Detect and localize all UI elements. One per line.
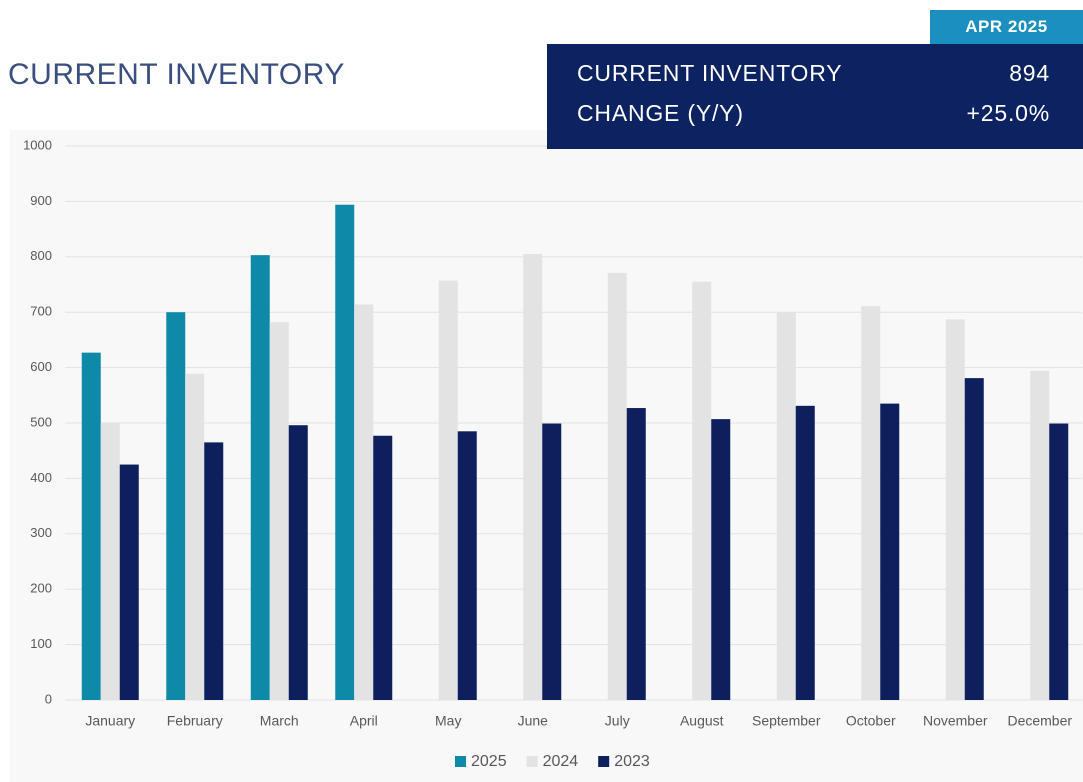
bar <box>861 306 881 700</box>
y-tick-label: 800 <box>30 248 52 263</box>
bar <box>776 312 796 700</box>
legend-label: 2025 <box>471 753 507 770</box>
bar <box>945 319 965 700</box>
stat-value: +25.0% <box>966 100 1050 126</box>
bar <box>166 312 186 700</box>
bar <box>335 204 355 700</box>
stat-label: CURRENT INVENTORY <box>577 60 843 86</box>
bar <box>373 435 393 700</box>
x-tick-label: September <box>752 713 821 729</box>
bar <box>542 423 562 700</box>
stat-row: CURRENT INVENTORY 894 <box>577 60 1050 90</box>
bar <box>1049 423 1069 700</box>
x-tick-label: May <box>435 713 461 729</box>
x-tick-label: October <box>846 713 896 729</box>
y-tick-label: 1000 <box>23 137 52 152</box>
y-tick-label: 400 <box>30 470 52 485</box>
y-tick-label: 500 <box>30 414 52 429</box>
y-tick-label: 700 <box>30 304 52 319</box>
x-tick-label: January <box>85 713 135 729</box>
x-tick-label: November <box>923 713 988 729</box>
y-tick-label: 300 <box>30 525 52 540</box>
stat-label: CHANGE (Y/Y) <box>577 100 744 126</box>
stat-row: CHANGE (Y/Y) +25.0% <box>577 100 1050 130</box>
stat-value: 894 <box>1009 60 1050 86</box>
legend-swatch <box>455 756 466 767</box>
x-tick-label: December <box>1007 713 1072 729</box>
bar <box>1030 370 1050 700</box>
x-tick-label: July <box>605 713 630 729</box>
y-tick-label: 100 <box>30 636 52 651</box>
x-tick-label: April <box>350 713 378 729</box>
bar <box>185 373 205 700</box>
stats-box: CURRENT INVENTORY 894 CHANGE (Y/Y) +25.0% <box>547 44 1083 149</box>
bar <box>964 378 984 700</box>
y-tick-label: 600 <box>30 359 52 374</box>
bar <box>204 442 224 700</box>
x-tick-label: February <box>167 713 223 729</box>
bar <box>250 255 270 700</box>
bar <box>288 425 308 700</box>
y-tick-label: 200 <box>30 581 52 596</box>
y-tick-label: 900 <box>30 193 52 208</box>
bar <box>354 304 374 700</box>
period-badge: APR 2025 <box>930 10 1083 44</box>
x-tick-label: March <box>260 713 299 729</box>
bar <box>81 352 101 700</box>
y-tick-label: 0 <box>45 691 52 706</box>
x-tick-label: August <box>680 713 724 729</box>
bar <box>880 403 900 700</box>
bar <box>269 322 289 700</box>
bar <box>626 408 646 700</box>
page-title: CURRENT INVENTORY <box>8 58 345 91</box>
legend-label: 2023 <box>614 753 650 770</box>
bar <box>607 272 627 700</box>
bar <box>692 281 712 700</box>
bar <box>457 431 477 700</box>
legend-swatch <box>598 756 610 767</box>
bar <box>119 464 139 700</box>
bar <box>438 280 458 700</box>
bar <box>523 254 543 700</box>
bar <box>100 423 120 700</box>
bar <box>711 419 731 700</box>
legend-swatch <box>526 756 538 767</box>
x-tick-label: June <box>518 713 549 729</box>
bar <box>795 405 815 700</box>
legend-label: 2024 <box>543 753 579 770</box>
